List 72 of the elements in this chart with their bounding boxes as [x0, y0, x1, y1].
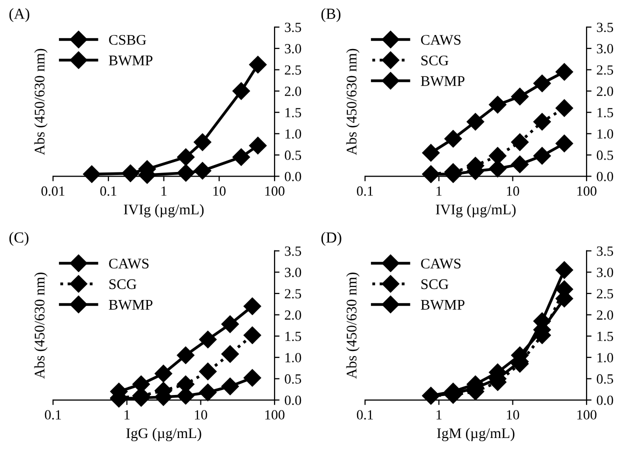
y-axis-title: Abs (450/630 nm) [34, 48, 48, 156]
legend-label: CAWS [421, 258, 461, 269]
y-tick-label: 0.0 [284, 172, 302, 182]
legend-label: SCG [421, 56, 448, 66]
x-tick-label: 0.1 [100, 186, 116, 196]
x-tick-label: 100 [265, 186, 284, 196]
y-tick-label: 2.5 [596, 289, 614, 298]
y-tick-label: 2.5 [284, 65, 302, 75]
x-tick-label: 100 [577, 410, 596, 420]
x-tick-label: 10 [194, 410, 208, 420]
x-axis-title: IVIg (µg/mL) [436, 204, 516, 218]
y-tick-label: 3.5 [596, 246, 614, 256]
chart-title: (A) [9, 8, 30, 22]
y-tick-label: 2.5 [596, 65, 614, 75]
x-axis-title: IgG (µg/mL) [126, 428, 202, 442]
y-tick-label: 2.5 [284, 289, 302, 298]
x-axis-title: IVIg (µg/mL) [124, 204, 204, 218]
x-tick-label: 0.01 [41, 186, 64, 196]
chart-title: (B) [321, 8, 340, 22]
y-tick-label: 1.5 [286, 332, 302, 342]
y-axis-title: Abs (450/630 nm) [346, 272, 360, 379]
x-tick-label: 10 [506, 410, 520, 420]
legend-label: CSBG [109, 34, 146, 45]
y-tick-label: 3.0 [284, 268, 302, 278]
y-tick-label: 3.5 [596, 22, 614, 32]
y-tick-label: 1.0 [598, 129, 614, 139]
x-tick-label: 100 [577, 186, 596, 196]
y-tick-label: 1.5 [286, 108, 302, 118]
x-tick-label: 0.1 [356, 186, 373, 196]
x-tick-label: 1 [436, 410, 442, 420]
legend-label: BWMP [420, 300, 464, 310]
legend-label: BWMP [108, 300, 152, 310]
y-tick-label: 0.5 [284, 150, 302, 160]
y-tick-label: 0.5 [284, 374, 302, 384]
legend-label: SCG [421, 279, 448, 290]
y-tick-label: 1.0 [598, 352, 614, 362]
y-tick-label: 3.5 [284, 22, 302, 32]
y-tick-label: 0.5 [596, 150, 614, 160]
legend-label: CAWS [109, 258, 149, 269]
x-tick-label: 0.1 [356, 410, 373, 420]
y-tick-label: 0.0 [596, 172, 614, 182]
x-tick-label: 10 [506, 186, 520, 196]
y-tick-label: 2.0 [596, 86, 614, 96]
x-tick-label: 10 [213, 186, 226, 196]
y-tick-label: 1.5 [598, 332, 614, 342]
x-tick-label: 100 [265, 410, 284, 420]
y-tick-label: 1.0 [286, 129, 302, 139]
chart-title: (C) [9, 232, 28, 246]
y-tick-label: 0.5 [596, 374, 614, 384]
y-tick-label: 3.0 [596, 268, 614, 278]
legend-label: CAWS [421, 34, 461, 45]
chart-title: (D) [321, 232, 342, 246]
y-tick-label: 2.0 [284, 86, 302, 96]
y-tick-label: 2.0 [284, 310, 302, 320]
x-tick-label: 1 [436, 186, 442, 196]
y-axis-title: Abs (450/630 nm) [346, 48, 360, 156]
y-tick-label: 3.0 [284, 44, 302, 54]
x-axis-title: IgM (µg/mL) [437, 428, 514, 442]
legend-label: BWMP [420, 76, 464, 86]
y-tick-label: 3.5 [284, 246, 302, 256]
y-tick-label: 0.0 [596, 396, 614, 406]
legend-label: SCG [109, 279, 136, 290]
y-axis-title: Abs (450/630 nm) [34, 272, 48, 379]
x-tick-label: 0.1 [44, 410, 61, 420]
legend-label: BWMP [108, 56, 152, 66]
y-tick-label: 3.0 [596, 44, 614, 54]
y-tick-label: 0.0 [284, 396, 302, 406]
y-tick-label: 2.0 [596, 310, 614, 320]
y-tick-label: 1.0 [286, 352, 302, 362]
x-tick-label: 1 [162, 186, 166, 196]
x-tick-label: 1 [124, 410, 130, 420]
y-tick-label: 1.5 [598, 108, 614, 118]
